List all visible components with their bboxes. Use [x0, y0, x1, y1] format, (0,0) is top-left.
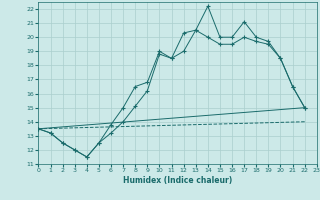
- X-axis label: Humidex (Indice chaleur): Humidex (Indice chaleur): [123, 176, 232, 185]
